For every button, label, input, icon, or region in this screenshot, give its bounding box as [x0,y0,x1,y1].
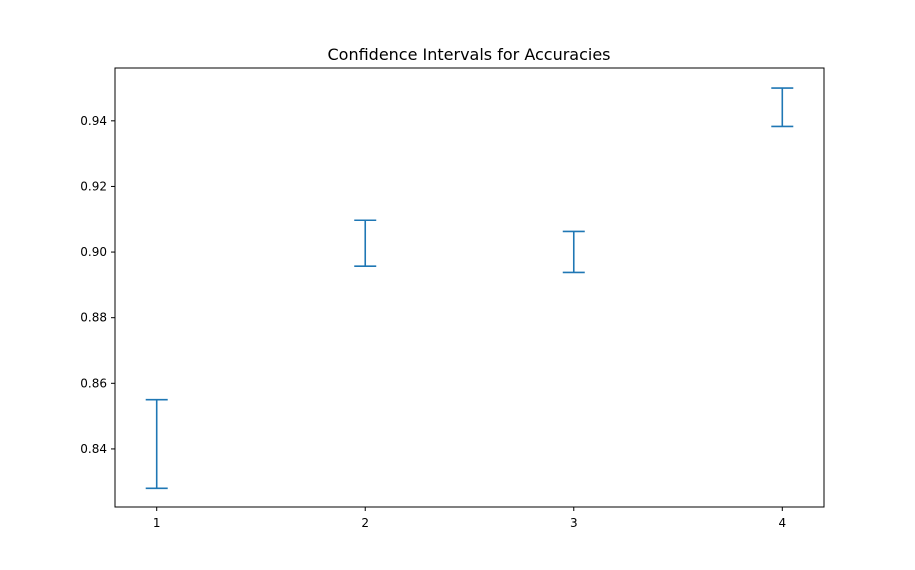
error-bar-3 [562,230,585,274]
chart-title: Confidence Intervals for Accuracies [327,45,610,64]
y-tick-label: 0.84 [80,442,107,456]
x-tick-label: 4 [778,516,786,530]
error-bar-1 [145,398,168,490]
y-axis: 0.84 0.86 0.88 0.90 0.92 0.94 [80,114,115,456]
x-axis: 1 2 3 4 [153,507,786,530]
plot-area-frame [114,67,825,508]
error-bar-4 [771,87,794,128]
x-tick-label: 3 [570,516,578,530]
y-tick-label: 0.94 [80,114,107,128]
error-bars [145,87,794,490]
x-tick-label: 1 [153,516,161,530]
x-tick-label: 2 [361,516,369,530]
error-bar-2 [354,219,377,267]
y-tick-label: 0.86 [80,376,107,390]
y-tick-label: 0.92 [80,179,107,193]
y-tick-label: 0.90 [80,245,107,259]
y-tick-label: 0.88 [80,311,107,325]
